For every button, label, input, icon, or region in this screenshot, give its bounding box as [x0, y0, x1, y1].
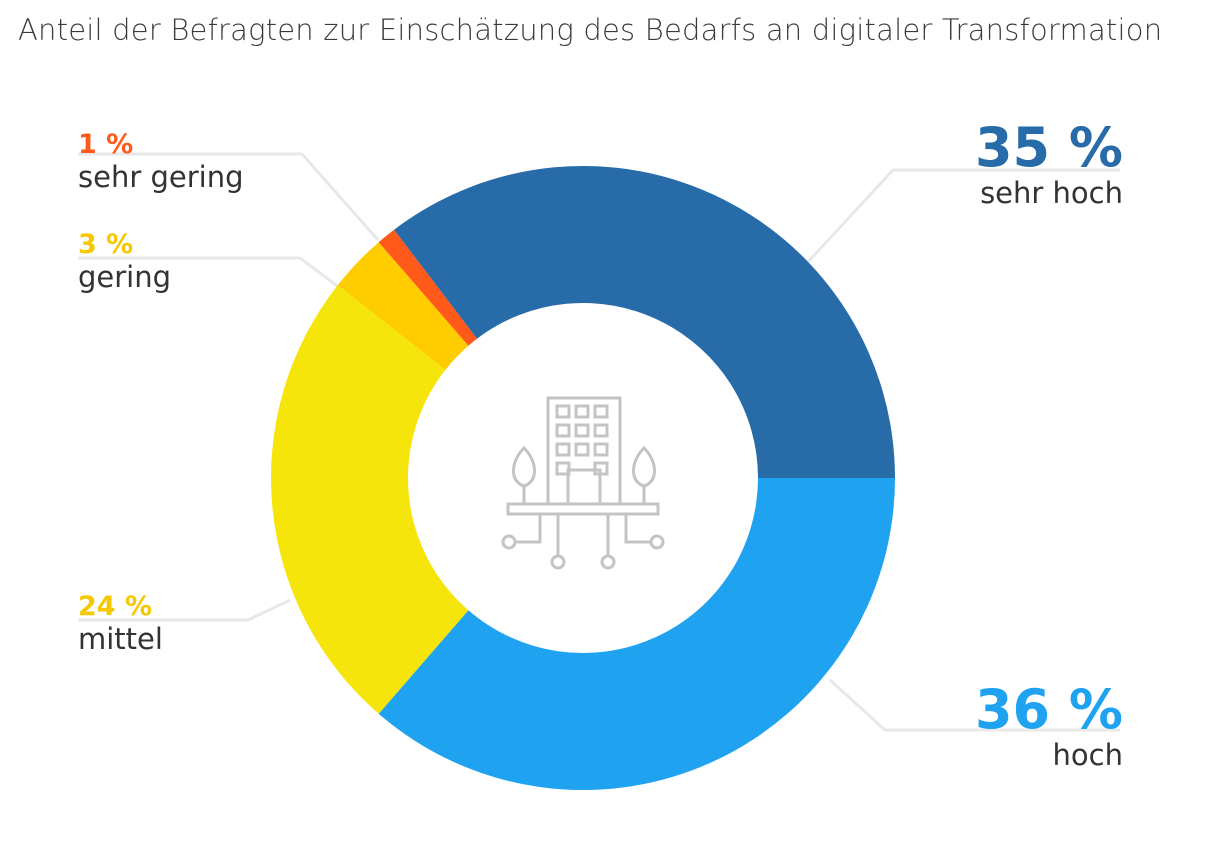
slice-gering [337, 242, 469, 370]
category-label: hoch [1052, 738, 1123, 772]
value-label: 24 % [78, 591, 153, 622]
label-sehr-gering: 1 % sehr gering [78, 129, 244, 195]
slice-hoch [378, 478, 895, 791]
leader-line [78, 256, 341, 290]
leader-line [828, 678, 1120, 732]
value-label: 36 % [974, 678, 1123, 741]
category-label: sehr hoch [980, 176, 1123, 210]
label-mittel: 24 % mittel [78, 591, 163, 657]
chart-title: Anteil der Befragten zur Einschätzung de… [18, 13, 1163, 47]
leader-line [78, 598, 291, 622]
slice-sehr-gering [378, 229, 478, 346]
category-label: sehr gering [78, 160, 244, 194]
slice-sehr-hoch [394, 165, 895, 479]
category-label: gering [78, 260, 172, 294]
building-network-icon [501, 396, 665, 570]
value-label: 35 % [974, 116, 1123, 179]
leader-line [78, 152, 380, 241]
leader-line [806, 168, 1120, 264]
value-label: 3 % [78, 229, 134, 260]
label-sehr-hoch: 35 % sehr hoch [974, 116, 1123, 211]
category-label: mittel [78, 622, 163, 656]
value-label: 1 % [78, 129, 134, 160]
slice-mittel [270, 285, 469, 714]
label-gering: 3 % gering [78, 229, 172, 295]
label-hoch: 36 % hoch [974, 678, 1123, 773]
